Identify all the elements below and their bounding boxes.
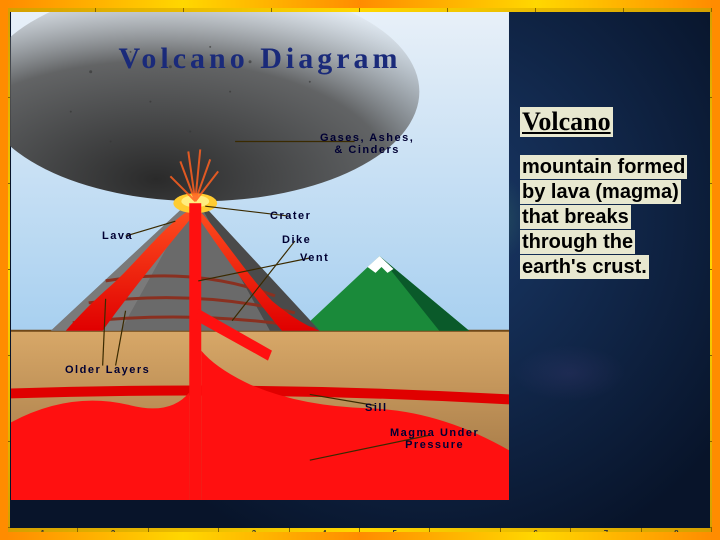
ruler-tick: 2	[78, 528, 148, 540]
ruler-tick: F	[710, 442, 720, 528]
ruler-tick: E	[0, 356, 10, 442]
ruler-tick	[430, 528, 500, 540]
ruler-tick: 8	[624, 0, 712, 12]
ruler-tick: A	[0, 12, 10, 98]
ruler-bottom: 1 2 3 4 5 6 7 8	[8, 528, 712, 540]
ruler-left: A B C D E F	[0, 12, 10, 528]
ruler-tick: 3	[184, 0, 272, 12]
ruler-tick: 8	[642, 528, 712, 540]
label-magma: Magma Under Pressure	[390, 427, 479, 451]
label-vent: Vent	[300, 252, 329, 264]
ruler-tick: 4	[272, 0, 360, 12]
ruler-tick: 5	[360, 0, 448, 12]
label-older-layers: Older Layers	[65, 364, 150, 376]
ruler-tick: B	[710, 98, 720, 184]
term-title: Volcano	[520, 107, 613, 137]
label-crater: Crater	[270, 210, 311, 222]
slide-frame: 1 2 3 4 5 6 7 8 1 2 3 4 5 6 7 8 A B C D …	[0, 0, 720, 540]
label-dike: Dike	[282, 234, 311, 246]
ruler-tick: 5	[360, 528, 430, 540]
slide-background: Volcano Diagram Gases, Ashes, & Cinders …	[10, 12, 710, 528]
ruler-tick: F	[0, 442, 10, 528]
term-definition: mountain formed by lava (magma) that bre…	[520, 155, 687, 279]
ruler-tick: 7	[536, 0, 624, 12]
ruler-tick: 1	[8, 528, 78, 540]
ruler-tick: C	[710, 184, 720, 270]
definition-panel: Volcano mountain formed by lava (magma) …	[520, 107, 700, 280]
diagram-title: Volcano Diagram	[118, 42, 401, 76]
ruler-tick: E	[710, 356, 720, 442]
ruler-right: A B C D E F	[710, 12, 720, 528]
label-gases: Gases, Ashes, & Cinders	[320, 132, 414, 156]
ruler-tick: 3	[219, 528, 289, 540]
label-sill: Sill	[365, 402, 388, 414]
ruler-tick: 6	[501, 528, 571, 540]
label-lava: Lava	[102, 230, 133, 242]
volcano-diagram: Volcano Diagram Gases, Ashes, & Cinders …	[10, 12, 510, 500]
ruler-tick: 1	[8, 0, 96, 12]
ruler-tick: D	[710, 270, 720, 356]
ruler-tick	[149, 528, 219, 540]
ruler-tick: C	[0, 184, 10, 270]
ruler-tick: 4	[290, 528, 360, 540]
ruler-tick: D	[0, 270, 10, 356]
ruler-tick: A	[710, 12, 720, 98]
ruler-tick: 7	[571, 528, 641, 540]
ruler-tick: 2	[96, 0, 184, 12]
ruler-tick: B	[0, 98, 10, 184]
ruler-tick: 6	[448, 0, 536, 12]
ruler-top: 1 2 3 4 5 6 7 8	[8, 0, 712, 12]
